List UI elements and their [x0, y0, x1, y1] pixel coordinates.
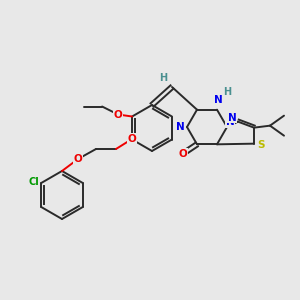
Text: N: N	[226, 117, 234, 127]
Text: N: N	[228, 113, 236, 123]
Text: S: S	[257, 140, 265, 150]
Text: N: N	[214, 95, 222, 105]
Text: O: O	[74, 154, 82, 164]
Text: Cl: Cl	[29, 177, 40, 187]
Text: O: O	[128, 134, 136, 144]
Text: H: H	[159, 73, 167, 83]
Text: H: H	[223, 87, 231, 97]
Text: O: O	[178, 149, 188, 159]
Text: N: N	[176, 122, 184, 132]
Text: O: O	[114, 110, 122, 119]
